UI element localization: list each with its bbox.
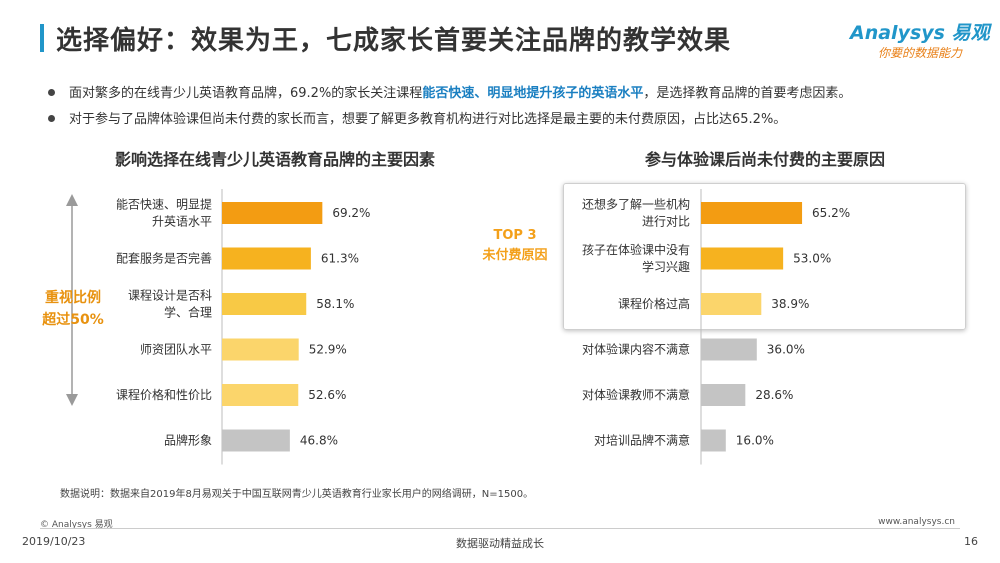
left-bar-0	[222, 202, 323, 224]
top3-annotation-line2: 未付费原因	[482, 248, 548, 263]
left-bar-2	[222, 293, 307, 315]
right-category-label-3-line-0: 对体验课内容不满意	[582, 342, 690, 357]
bullet-dot	[48, 89, 55, 96]
top3-highlight-box	[563, 183, 966, 330]
left-bar-5	[222, 429, 290, 452]
right-bar-4	[701, 384, 746, 406]
bracket-arrow	[66, 194, 78, 406]
right-bar-value-4: 28.6%	[755, 388, 793, 402]
bullet-1-text-b: ，是选择教育品牌的首要考虑因素。	[643, 86, 852, 101]
left-bar-value-3: 52.9%	[309, 343, 347, 357]
left-category-label-5-line-0: 品牌形象	[164, 434, 212, 448]
left-bar-1	[222, 247, 311, 270]
right-bar-5	[701, 429, 726, 452]
right-category-label-5: 对培训品牌不满意	[594, 433, 690, 448]
logo-main-text: Analysys 易观	[850, 22, 990, 44]
right-bar-1	[701, 247, 784, 270]
left-category-label-0-line-0: 能否快速、明显提	[116, 197, 212, 212]
left-bar-chart: 69.2% 能否快速、明显提升英语水平 61.3% 配套服务是否完善 58.1% 课程设计…	[116, 189, 370, 465]
footer-slogan: 数据驱动精益成长	[456, 537, 544, 550]
right-category-label-0-line-0: 还想多了解一些机构	[582, 197, 690, 212]
right-category-label-1-line-0: 孩子在体验课中没有	[582, 242, 690, 257]
right-category-label-1-line-1: 学习兴趣	[642, 259, 690, 274]
charts-canvas: 69.2% 能否快速、明显提升英语水平 61.3% 配套服务是否完善 58.1% 课程设计…	[66, 189, 850, 465]
left-category-label-1: 配套服务是否完善	[116, 251, 212, 266]
right-bar-value-5: 16.0%	[736, 434, 774, 448]
left-chart-title: 影响选择在线青少儿英语教育品牌的主要因素	[114, 150, 435, 169]
left-bar-value-2: 58.1%	[316, 297, 354, 311]
side-annotation-line1: 重视比例	[45, 290, 101, 306]
data-footnote: 数据说明：数据来自2019年8月易观关于中国互联网青少儿英语教育行业家长用户的网…	[60, 489, 534, 500]
right-bar-0	[701, 202, 803, 224]
left-bar-value-0: 69.2%	[332, 206, 370, 220]
right-bar-2	[701, 293, 762, 315]
right-category-label-0-line-1: 进行对比	[642, 215, 690, 229]
website-link[interactable]: www.analysys.cn	[878, 517, 955, 527]
left-bar-value-5: 46.8%	[300, 434, 338, 448]
left-category-label-4-line-0: 课程价格和性价比	[116, 387, 212, 402]
left-bar-value-4: 52.6%	[308, 388, 346, 402]
top3-annotation-line1: TOP 3	[493, 228, 537, 243]
right-category-label-1: 孩子在体验课中没有学习兴趣	[582, 242, 690, 274]
right-category-label-2: 课程价格过高	[618, 296, 690, 311]
right-bar-value-1: 53.0%	[793, 252, 831, 266]
bullet-dot	[48, 115, 55, 122]
bullet-1-highlight: 能否快速、明显地提升孩子的英语水平	[422, 86, 644, 101]
footer-divider	[40, 528, 960, 529]
analysys-logo: Analysys 易观 你要的数据能力	[850, 18, 990, 62]
left-category-label-5: 品牌形象	[164, 434, 212, 448]
bullet-2: 对于参与了品牌体验课但尚未付费的家长而言，想要了解更多教育机构进行对比选择是最主…	[48, 108, 786, 127]
left-category-label-3: 师资团队水平	[140, 342, 212, 357]
left-category-label-1-line-0: 配套服务是否完善	[116, 251, 212, 266]
right-bar-value-3: 36.0%	[767, 343, 805, 357]
left-category-label-2-line-1: 学、合理	[164, 305, 212, 320]
left-category-label-3-line-0: 师资团队水平	[140, 342, 212, 357]
right-category-label-2-line-0: 课程价格过高	[618, 296, 690, 311]
left-bar-3	[222, 338, 299, 361]
bullet-1-text-a: 面对繁多的在线青少儿英语教育品牌，69.2%的家长关注课程	[69, 86, 423, 101]
left-category-label-4: 课程价格和性价比	[116, 387, 212, 402]
left-bar-value-1: 61.3%	[321, 252, 359, 266]
copyright: © Analysys 易观	[40, 520, 113, 530]
right-bar-value-0: 65.2%	[812, 206, 850, 220]
top3-annotation: TOP 3 未付费原因	[470, 226, 560, 266]
right-bar-chart: 65.2% 还想多了解一些机构进行对比 53.0% 孩子在体验课中没有学习兴趣 38.9…	[582, 189, 850, 465]
footer-date: 2019/10/23	[22, 535, 86, 548]
side-annotation: 重视比例 超过50%	[38, 287, 108, 331]
page-title: 选择偏好：效果为王，七成家长首要关注品牌的教学效果	[56, 26, 732, 56]
bracket-arrow-down	[66, 394, 78, 406]
right-bar-value-2: 38.9%	[771, 297, 809, 311]
right-category-label-4-line-0: 对体验课教师不满意	[582, 387, 690, 402]
right-category-label-3: 对体验课内容不满意	[582, 342, 690, 357]
title-accent-bar	[40, 24, 44, 52]
right-chart-title: 参与体验课后尚未付费的主要原因	[644, 150, 885, 169]
left-category-label-0: 能否快速、明显提升英语水平	[116, 197, 212, 229]
right-category-label-5-line-0: 对培训品牌不满意	[594, 433, 690, 448]
left-category-label-0-line-1: 升英语水平	[152, 215, 212, 229]
left-category-label-2-line-0: 课程设计是否科	[128, 288, 212, 303]
page-number: 16	[964, 535, 978, 548]
left-bar-4	[222, 384, 299, 406]
left-category-label-2: 课程设计是否科学、合理	[128, 288, 212, 320]
logo-slogan: 你要的数据能力	[878, 46, 963, 60]
right-category-label-0: 还想多了解一些机构进行对比	[582, 197, 690, 229]
right-category-label-4: 对体验课教师不满意	[582, 387, 690, 402]
side-annotation-line2: 超过50%	[42, 312, 104, 328]
bullet-2-text: 对于参与了品牌体验课但尚未付费的家长而言，想要了解更多教育机构进行对比选择是最主…	[69, 112, 787, 127]
bullet-1: 面对繁多的在线青少儿英语教育品牌，69.2%的家长关注课程能否快速、明显地提升孩…	[48, 82, 851, 101]
bracket-arrow-up	[66, 194, 78, 206]
right-bar-3	[701, 338, 757, 361]
